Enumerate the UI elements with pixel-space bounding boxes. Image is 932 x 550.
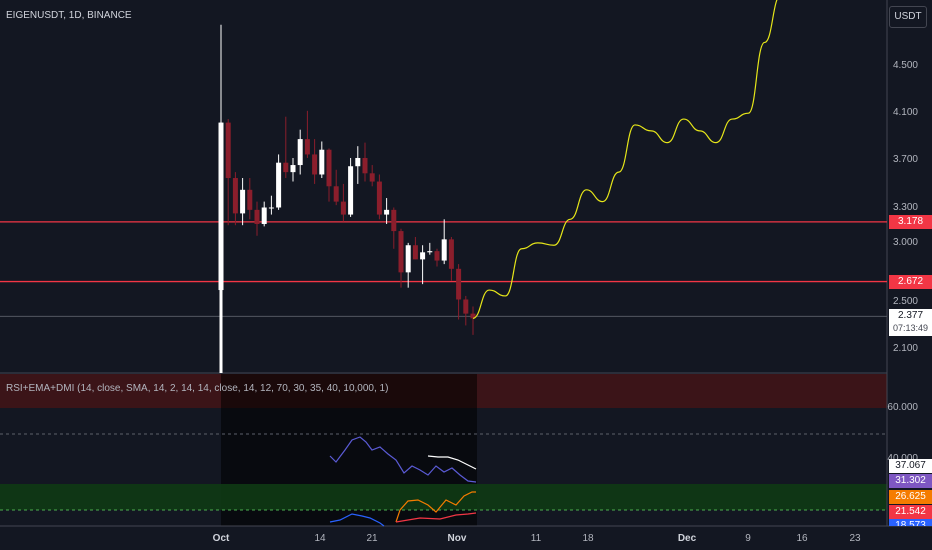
candlestick-series [218, 24, 476, 373]
ema-line [427, 455, 477, 470]
time-tick-label: 9 [745, 533, 751, 544]
candle-body [326, 149, 332, 187]
candle-body [232, 178, 238, 214]
candle-body [268, 207, 274, 209]
time-tick-label: 11 [530, 533, 542, 544]
candle-body [254, 209, 260, 225]
candle-body [340, 201, 346, 215]
candle-body [333, 186, 339, 202]
candle-body [348, 166, 354, 215]
candle-body [304, 139, 310, 155]
candle-body [412, 245, 418, 260]
candle-body [398, 231, 404, 273]
candle-body [391, 209, 397, 232]
last-price-badge: 2.377 07:13:49 [889, 309, 932, 337]
level-lower-badge: 2.672 [889, 274, 932, 289]
indicator-value-badge: 21.542 [889, 505, 932, 519]
time-tick-label: 23 [849, 533, 861, 544]
indicator-value-badge: 26.625 [889, 490, 932, 504]
candle-body [312, 154, 318, 175]
dmi-minus-line [329, 513, 385, 527]
dmi-plus-line [395, 491, 476, 523]
price-tick-label: 2.500 [892, 295, 918, 307]
candle-body [420, 252, 426, 260]
time-tick-label: 18 [582, 533, 594, 544]
time-tick-label: Oct [212, 533, 230, 544]
candle-body [448, 239, 454, 269]
time-tick-label: 14 [314, 533, 326, 544]
time-tick-label: Dec [677, 533, 697, 544]
candle-body [441, 239, 447, 261]
candle-body [456, 268, 462, 300]
level-upper-badge: 3.178 [889, 214, 932, 229]
price-tick-label: 4.500 [892, 60, 918, 71]
candle-body [290, 165, 296, 173]
candle-body [384, 209, 390, 215]
indicator-axis-60: 60.000 [887, 402, 918, 413]
indicator-axis-40: 40.000 [878, 453, 918, 464]
indicator-value-badge: 18.573 [889, 519, 932, 526]
indicator-value-badge: 31.302 [889, 474, 932, 488]
candle-body [283, 162, 289, 173]
price-tick-label: 3.000 [892, 236, 918, 248]
candle-body [276, 162, 282, 208]
bar-countdown: 07:13:49 [892, 323, 929, 334]
candle-body [376, 181, 382, 215]
projection-path[interactable] [472, 0, 781, 319]
last-price-value: 2.377 [897, 310, 924, 322]
currency-button[interactable]: USDT [889, 6, 927, 28]
candle-body [427, 251, 433, 253]
symbol-title[interactable]: EIGENUSDT, 1D, BINANCE [6, 10, 132, 21]
price-tick-label: 3.300 [892, 201, 918, 213]
indicator-title[interactable]: RSI+EMA+DMI (14, close, SMA, 14, 2, 14, … [6, 383, 389, 394]
candle-body [405, 245, 411, 273]
candle-body [247, 189, 253, 210]
candle-body [362, 157, 368, 174]
time-tick-label: Nov [447, 533, 467, 544]
candle-body [369, 173, 375, 182]
candle-body [225, 122, 231, 179]
price-tick-label: 4.100 [892, 107, 918, 119]
indicator-oversold-zone [0, 484, 887, 510]
candle-body [240, 189, 246, 214]
indicator-value-badge: 37.067 [889, 459, 932, 473]
adx-line [395, 512, 477, 523]
candle-body [297, 139, 303, 166]
candle-body [319, 149, 325, 175]
time-tick-label: 16 [796, 533, 808, 544]
candle-body [463, 299, 469, 314]
price-tick-label: 3.700 [892, 154, 918, 166]
rsi-line [329, 436, 477, 483]
candle-body [261, 207, 267, 225]
candle-body [470, 313, 476, 319]
time-tick-label: 21 [366, 533, 378, 544]
price-tick-label: 2.100 [892, 343, 918, 354]
candle-body [355, 157, 361, 167]
candle-body [434, 251, 440, 261]
